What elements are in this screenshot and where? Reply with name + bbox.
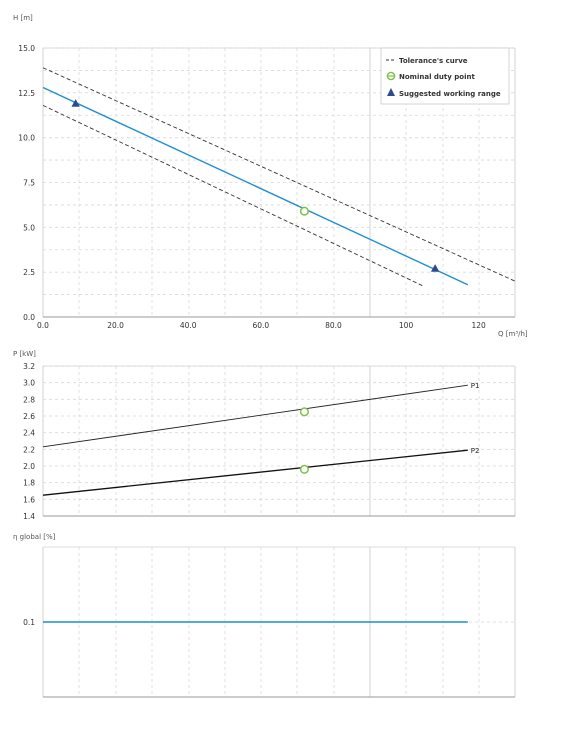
legend-tolerance-label: Tolerance's curve — [399, 57, 468, 65]
power-chart: P [kW] 1.4 1.6 1.8 2.0 2.2 2.4 2.6 2.8 3.0 3.2 P1… — [13, 350, 516, 521]
head-y-tick-label: 10.0 — [18, 134, 35, 143]
power-grid — [42, 365, 516, 517]
head-y-tick-label: 2.5 — [23, 268, 35, 277]
power-y-axis-label: P [kW] — [13, 350, 36, 358]
power-y-tick-label: 1.6 — [23, 495, 35, 504]
head-x-axis-label: Q [m³/h] — [498, 330, 528, 338]
legend-working-range-icon — [387, 88, 395, 96]
power-y-tick-label: 2.8 — [23, 395, 35, 404]
power-series-p2 — [42, 449, 468, 496]
head-legend: Tolerance's curve Nominal duty point Sug… — [380, 47, 510, 105]
power-y-tick-label: 2.2 — [23, 445, 35, 454]
head-chart: H [m] Q [m³/h] 0.0 20.0 40.0 60.0 80.0 100 120… — [13, 14, 528, 338]
head-x-tick-label: 60.0 — [252, 321, 269, 330]
head-y-tick-label: 15.0 — [18, 44, 35, 53]
power-series-p1 — [42, 384, 468, 448]
head-y-tick-label: 5.0 — [23, 223, 35, 232]
head-x-tick-label: 120 — [472, 321, 487, 330]
legend-working-range-label: Suggested working range — [399, 90, 501, 98]
head-series — [42, 67, 516, 287]
power-y-tick-label: 1.4 — [23, 512, 35, 521]
power-duty-point-1 — [299, 464, 309, 474]
head-y-tick-label: 7.5 — [23, 179, 35, 188]
working-range-marker-0 — [71, 99, 80, 107]
head-x-tick-label: 100 — [399, 321, 414, 330]
series-label-p2: P2 — [471, 447, 480, 455]
series-label-p1: P1 — [471, 382, 480, 390]
head-x-ticks: 0.0 20.0 40.0 60.0 80.0 100 120 — [37, 321, 486, 330]
head-y-axis-label: H [m] — [13, 14, 33, 22]
power-duty-point-0 — [299, 407, 309, 417]
power-y-tick-label: 2.6 — [23, 412, 35, 421]
head-series-tolerance-lower — [42, 104, 425, 287]
head-series-main — [42, 86, 469, 286]
head-y-tick-label: 12.5 — [18, 89, 35, 98]
efficiency-y-tick-label: 0.1 — [23, 618, 35, 627]
legend-box — [380, 47, 510, 105]
head-series-tolerance-upper — [42, 67, 516, 282]
head-x-tick-label: 20.0 — [107, 321, 124, 330]
power-y-tick-label: 3.2 — [23, 362, 35, 371]
duty-point-marker — [299, 206, 309, 216]
efficiency-y-axis-label: η global [%] — [13, 533, 56, 541]
head-x-tick-label: 0.0 — [37, 321, 49, 330]
head-y-tick-label: 0.0 — [23, 313, 35, 322]
power-y-ticks: 1.4 1.6 1.8 2.0 2.2 2.4 2.6 2.8 3.0 3.2 — [23, 362, 35, 521]
head-y-ticks: 0.0 2.5 5.0 7.5 10.0 12.5 15.0 — [18, 44, 35, 322]
power-y-tick-label: 2.0 — [23, 462, 35, 471]
power-y-tick-label: 3.0 — [23, 379, 35, 388]
head-markers — [71, 99, 440, 272]
efficiency-chart: η global [%] 0.1 — [13, 533, 516, 698]
power-markers — [299, 407, 309, 474]
legend-duty-point-label: Nominal duty point — [399, 73, 475, 81]
power-series — [42, 384, 468, 496]
working-range-marker-1 — [430, 264, 440, 272]
power-y-tick-label: 2.4 — [23, 429, 35, 438]
head-x-tick-label: 40.0 — [180, 321, 197, 330]
power-y-tick-label: 1.8 — [23, 479, 35, 488]
efficiency-y-ticks: 0.1 — [23, 618, 35, 627]
head-x-tick-label: 80.0 — [325, 321, 342, 330]
